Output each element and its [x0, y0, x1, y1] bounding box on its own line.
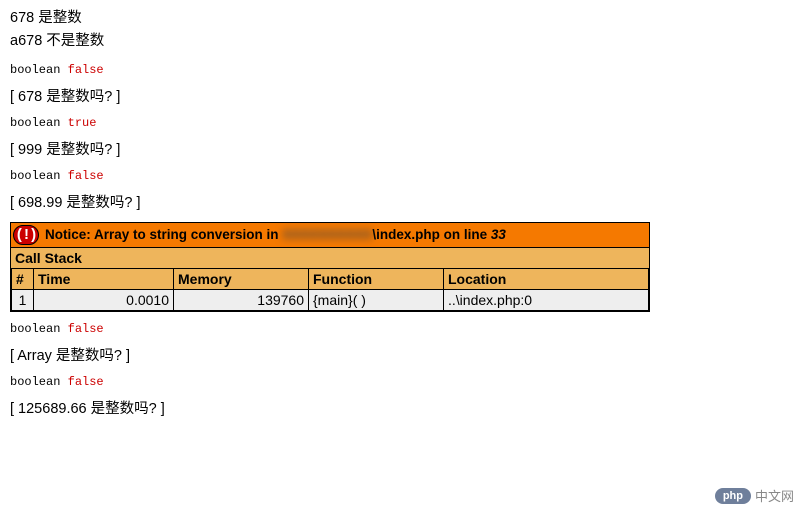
vardump-type: boolean	[10, 375, 60, 389]
col-number: #	[12, 269, 34, 290]
vardump-value: false	[68, 322, 104, 336]
vardump-value: true	[68, 116, 97, 130]
cell-location: ..\index.php:0	[444, 289, 649, 310]
watermark: php 中文网	[715, 486, 794, 505]
check-line: [ 698.99 是整数吗? ]	[10, 191, 790, 212]
vardump-output: boolean false	[10, 169, 790, 183]
cell-function: {main}( )	[309, 289, 444, 310]
vardump-type: boolean	[10, 63, 60, 77]
notice-header: ( ! ) Notice: Array to string conversion…	[11, 223, 649, 248]
col-time: Time	[34, 269, 174, 290]
check-line: [ 678 是整数吗? ]	[10, 85, 790, 106]
notice-message: Notice: Array to string conversion in XX…	[45, 227, 506, 242]
callstack-table: # Time Memory Function Location 1 0.0010…	[11, 269, 649, 311]
watermark-pill: php	[715, 488, 751, 504]
watermark-text: 中文网	[755, 486, 794, 505]
notice-line-number: 33	[491, 227, 506, 242]
cell-number: 1	[12, 289, 34, 310]
notice-file: \index.php	[372, 227, 440, 242]
vardump-output: boolean false	[10, 322, 790, 336]
output-line: 678 是整数	[10, 8, 790, 30]
col-memory: Memory	[174, 269, 309, 290]
col-function: Function	[309, 269, 444, 290]
vardump-value: false	[68, 375, 104, 389]
vardump-type: boolean	[10, 116, 60, 130]
notice-on-line: on line	[440, 227, 491, 242]
cell-memory: 139760	[174, 289, 309, 310]
cell-time: 0.0010	[34, 289, 174, 310]
callstack-heading: Call Stack	[11, 248, 649, 269]
output-line: a678 不是整数	[10, 31, 790, 53]
notice-text-prefix: Notice: Array to string conversion in	[45, 227, 282, 242]
col-location: Location	[444, 269, 649, 290]
vardump-output: boolean true	[10, 116, 790, 130]
table-row: 1 0.0010 139760 {main}( ) ..\index.php:0	[12, 289, 649, 310]
table-header-row: # Time Memory Function Location	[12, 269, 649, 290]
vardump-value: false	[68, 63, 104, 77]
vardump-output: boolean false	[10, 375, 790, 389]
check-line: [ Array 是整数吗? ]	[10, 344, 790, 365]
vardump-value: false	[68, 169, 104, 183]
vardump-type: boolean	[10, 169, 60, 183]
vardump-type: boolean	[10, 322, 60, 336]
redacted-path: XXXXXXXXXX	[282, 227, 372, 242]
check-line: [ 999 是整数吗? ]	[10, 138, 790, 159]
xdebug-notice-box: ( ! ) Notice: Array to string conversion…	[10, 222, 650, 312]
warning-icon: ( ! )	[13, 225, 39, 245]
check-line: [ 125689.66 是整数吗? ]	[10, 397, 790, 418]
vardump-output: boolean false	[10, 63, 790, 77]
